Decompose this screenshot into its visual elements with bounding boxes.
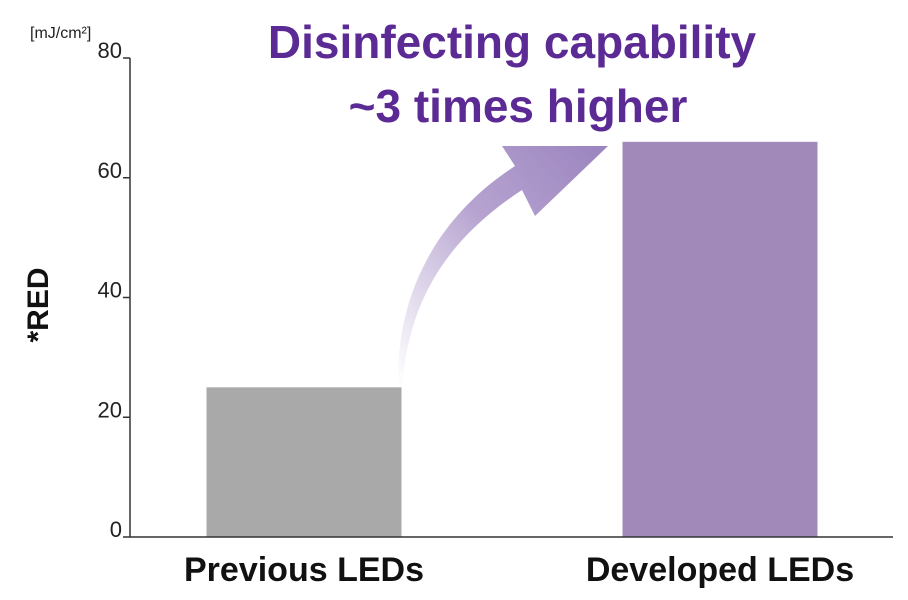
y-unit-label: [mJ/cm²]	[30, 25, 91, 42]
y-tick-label: 80	[98, 38, 122, 63]
annotation-line-2: ~3 times higher	[349, 80, 688, 132]
y-tick-label: 60	[98, 158, 122, 183]
y-tick-label: 40	[98, 278, 122, 303]
x-category-label: Developed LEDs	[586, 551, 854, 589]
increase-arrow	[397, 146, 608, 386]
bar-previous-leds	[206, 387, 402, 537]
x-category-label: Previous LEDs	[184, 551, 424, 589]
y-tick-label: 0	[110, 517, 122, 542]
y-tick-label: 20	[98, 397, 122, 422]
bar-developed-leds	[622, 141, 818, 537]
y-axis-label: *RED	[22, 267, 55, 342]
annotation-line-1: Disinfecting capability	[268, 16, 757, 68]
